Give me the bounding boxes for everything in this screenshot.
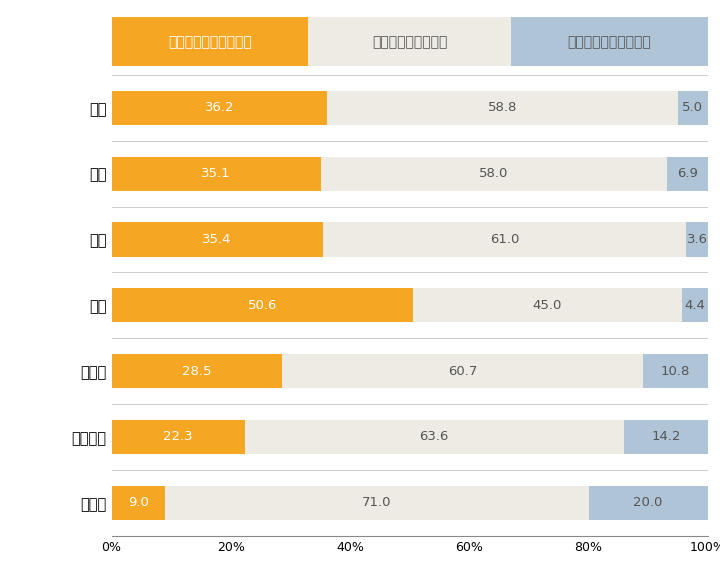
- Bar: [282, 354, 644, 388]
- Bar: [112, 222, 323, 256]
- Bar: [667, 157, 708, 191]
- Text: 50.6: 50.6: [248, 299, 277, 312]
- Text: 35.4: 35.4: [202, 233, 232, 246]
- Bar: [588, 486, 708, 520]
- Bar: [682, 288, 708, 323]
- FancyBboxPatch shape: [112, 17, 308, 66]
- Text: 22.3: 22.3: [163, 430, 193, 444]
- Text: 58.8: 58.8: [488, 101, 518, 114]
- Text: 10.8: 10.8: [661, 365, 690, 378]
- Text: 71.0: 71.0: [362, 497, 392, 509]
- Bar: [245, 420, 624, 454]
- Text: 35.1: 35.1: [202, 167, 231, 180]
- Text: 9.0: 9.0: [128, 497, 149, 509]
- Text: 58.0: 58.0: [479, 167, 508, 180]
- Bar: [678, 90, 708, 125]
- Bar: [328, 90, 678, 125]
- Text: 28.5: 28.5: [182, 365, 211, 378]
- Bar: [323, 222, 686, 256]
- Text: 6.9: 6.9: [677, 167, 698, 180]
- Text: どちらともいえない: どちらともいえない: [372, 35, 447, 49]
- Bar: [321, 157, 667, 191]
- Text: ＳＫＵ数を増やしたい: ＳＫＵ数を増やしたい: [168, 35, 252, 49]
- Bar: [624, 420, 708, 454]
- FancyBboxPatch shape: [511, 17, 708, 66]
- Bar: [112, 90, 328, 125]
- Bar: [686, 222, 708, 256]
- Bar: [112, 486, 166, 520]
- Text: 3.6: 3.6: [687, 233, 708, 246]
- Bar: [112, 157, 321, 191]
- Bar: [644, 354, 708, 388]
- Text: 61.0: 61.0: [490, 233, 519, 246]
- Text: 14.2: 14.2: [652, 430, 681, 444]
- Text: 36.2: 36.2: [204, 101, 234, 114]
- Bar: [112, 354, 282, 388]
- Text: 63.6: 63.6: [420, 430, 449, 444]
- Text: 45.0: 45.0: [533, 299, 562, 312]
- Bar: [413, 288, 682, 323]
- Text: 4.4: 4.4: [684, 299, 705, 312]
- Bar: [166, 486, 588, 520]
- FancyBboxPatch shape: [308, 17, 511, 66]
- Text: 20.0: 20.0: [634, 497, 663, 509]
- Text: 5.0: 5.0: [683, 101, 703, 114]
- Bar: [112, 420, 245, 454]
- Text: ＳＫＵ数を減らしたい: ＳＫＵ数を減らしたい: [567, 35, 652, 49]
- Bar: [112, 288, 413, 323]
- Text: 60.7: 60.7: [448, 365, 477, 378]
